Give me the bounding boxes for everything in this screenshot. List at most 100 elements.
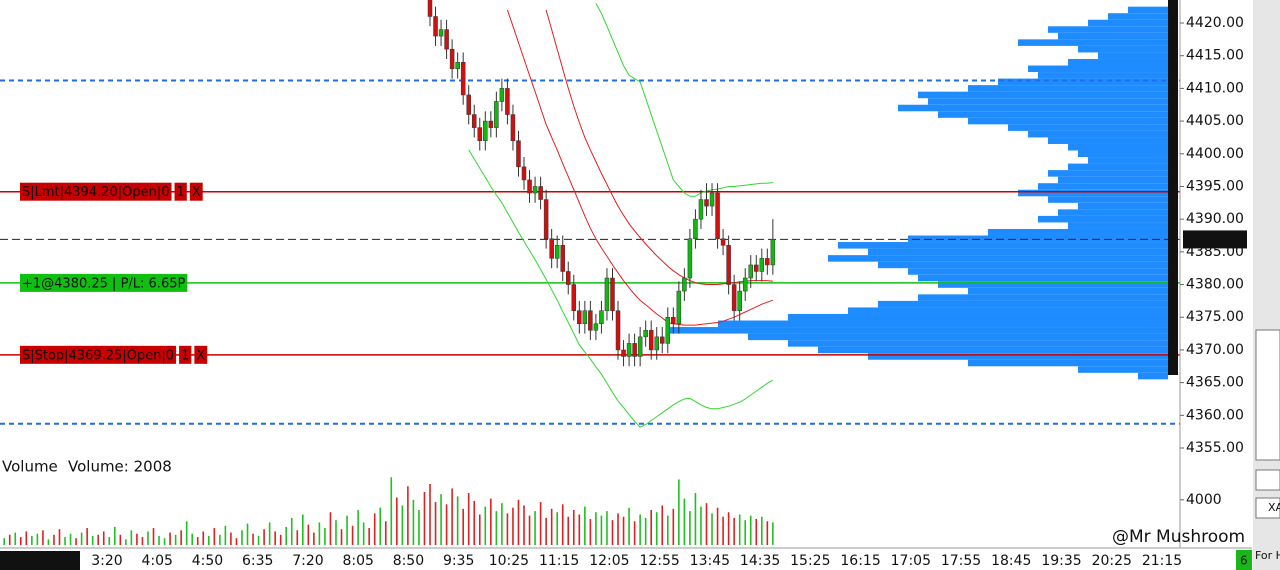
candle-body — [682, 277, 687, 292]
indicator-line — [506, 9, 774, 326]
volume-profile-bar — [1078, 366, 1168, 373]
order-label: S|Lmt|4394.20|Open|0 — [22, 185, 170, 200]
volume-profile-bar — [1028, 130, 1168, 138]
candle-body — [687, 238, 693, 279]
candle-body — [676, 290, 682, 325]
volume-profile-bar — [788, 313, 1168, 321]
candle-body — [726, 245, 731, 285]
current-price-box — [1183, 230, 1247, 249]
candle-body — [560, 245, 565, 272]
candle-body — [693, 218, 698, 240]
order-label: +1@4380.25 | P/L: 6.65P — [22, 276, 185, 291]
y-tick-label: 4400.00 — [1186, 146, 1244, 162]
order-label-box[interactable] — [174, 182, 187, 201]
candle-body — [466, 94, 471, 115]
watermark: @Mr Mushroom — [1112, 527, 1245, 547]
x-tick-label: 8:05 — [342, 553, 373, 569]
volume-profile-bar — [968, 85, 1168, 92]
volume-profile-bar — [1028, 65, 1168, 73]
candle-body — [494, 101, 499, 128]
volume-profile-bar — [748, 333, 1168, 341]
candle-body — [643, 330, 648, 338]
candle-body — [654, 336, 659, 351]
volume-profile-bar — [1068, 143, 1168, 151]
volume-profile-bar — [1068, 58, 1168, 66]
y-tick-label: 4410.00 — [1186, 80, 1244, 96]
candle-body — [427, 0, 433, 17]
y-tick-label: 4365.00 — [1186, 375, 1244, 391]
side-panel-button[interactable] — [1255, 469, 1280, 491]
candle-body — [571, 284, 577, 311]
candle-body — [521, 166, 527, 181]
candle-body — [543, 199, 549, 240]
x-tick-label: 17:55 — [941, 553, 981, 569]
x-tick-label: 7:20 — [292, 553, 323, 569]
volume-profile-bar — [838, 242, 1168, 249]
side-panel-field[interactable] — [1255, 497, 1280, 519]
order-label-box[interactable] — [194, 345, 208, 364]
x-tick-label: 20:25 — [1092, 553, 1132, 569]
candle-body — [488, 120, 494, 128]
x-tick-label: 10:25 — [489, 553, 529, 569]
price-pane — [0, 0, 1180, 428]
candle-body — [731, 284, 737, 311]
candle-body — [532, 186, 538, 194]
y-tick-label: 4360.00 — [1186, 407, 1244, 423]
indicator-line — [468, 149, 774, 428]
candle-body — [455, 61, 460, 70]
order-label-box — [20, 182, 172, 201]
order-label[interactable]: 1 — [177, 185, 185, 200]
y-tick-label: 4415.00 — [1186, 48, 1244, 64]
volume-profile-bar — [868, 353, 1168, 360]
volume-profile-bar — [668, 327, 1168, 334]
candle-body — [566, 271, 571, 285]
order-label: S|Stop|4369.25|Open|0 — [22, 348, 174, 363]
candle-body — [449, 48, 455, 70]
candle-body — [610, 277, 615, 311]
order-label[interactable]: X — [196, 348, 205, 363]
volume-profile-bar — [928, 98, 1168, 105]
volume-profile-bar — [1058, 209, 1168, 216]
order-label[interactable]: 1 — [181, 348, 189, 363]
volume-profile-bar — [1048, 137, 1168, 144]
candle-body — [444, 29, 449, 50]
y-tick-label: 4420.00 — [1186, 15, 1244, 31]
order-label-box[interactable] — [189, 182, 203, 201]
indicator-line — [545, 9, 773, 285]
x-tick-label: 19:35 — [1041, 553, 1081, 569]
candle-body — [759, 258, 765, 272]
volume-profile-bar — [1108, 13, 1168, 20]
volume-title: Volume — [2, 458, 58, 476]
candle-body — [477, 127, 483, 141]
x-tick-label: 6:35 — [242, 553, 273, 569]
candle-body — [737, 290, 742, 311]
volume-profile-bar — [988, 228, 1168, 236]
x-tick-label: 14:35 — [740, 553, 780, 569]
volume-profile-bar — [1138, 372, 1168, 380]
y-tick-label: 4405.00 — [1186, 113, 1244, 129]
candle-body — [660, 336, 665, 344]
volume-profile-bar — [968, 287, 1168, 295]
volume-profile-bar — [1048, 170, 1168, 177]
candle-body — [538, 186, 543, 200]
indicator-line — [595, 3, 773, 197]
x-tick-label: 2026-5-28 — [3, 553, 75, 569]
candle-body — [471, 114, 477, 128]
side-panel-text: 6 — [1240, 554, 1248, 568]
x-tick-label: 4:05 — [142, 553, 173, 569]
candle-body — [698, 199, 704, 220]
order-label-box[interactable] — [179, 345, 192, 364]
volume-profile-bar — [1098, 52, 1168, 59]
side-panel-text: XA — [1268, 501, 1280, 514]
volume-profile-bar — [968, 117, 1168, 125]
order-label[interactable]: X — [192, 185, 201, 200]
candle-body — [483, 120, 488, 141]
volume-profile-bar — [1038, 183, 1168, 190]
volume-profile-bar — [998, 78, 1168, 86]
volume-profile-bar — [1088, 19, 1168, 27]
volume-profile-bar — [1058, 176, 1168, 184]
candle-body — [582, 310, 588, 325]
volume-profile-bar — [918, 294, 1168, 301]
candle-body — [615, 310, 621, 351]
